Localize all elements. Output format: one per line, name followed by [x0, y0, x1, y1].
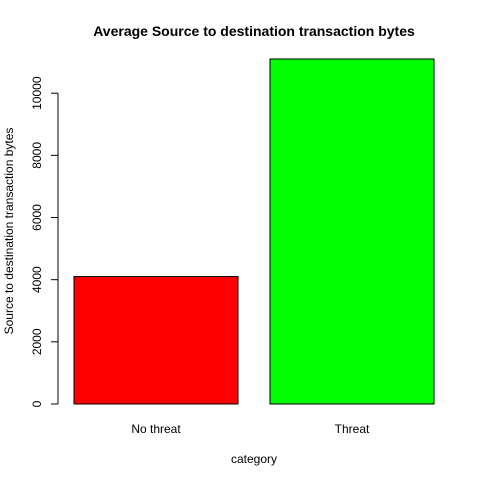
- y-tick-label: 2000: [30, 328, 44, 355]
- y-tick-label: 0: [30, 400, 44, 407]
- x-tick-labels: No threat Threat: [131, 422, 370, 436]
- y-tick-label: 4000: [30, 266, 44, 293]
- y-tick-label: 8000: [30, 142, 44, 169]
- x-tick-label: Threat: [335, 422, 370, 436]
- bar-no-threat: [73, 276, 239, 405]
- bars-group: [73, 58, 435, 405]
- bar-threat: [269, 58, 435, 405]
- y-axis: 0 2000 4000 6000 8000 10000: [30, 76, 59, 407]
- x-tick-label: No threat: [131, 422, 181, 436]
- chart-title: Average Source to destination transactio…: [93, 23, 415, 39]
- x-axis-label: category: [231, 452, 277, 466]
- y-axis-label: Source to destination transaction bytes: [2, 128, 16, 335]
- y-tick-label: 6000: [30, 204, 44, 231]
- y-tick-label: 10000: [30, 76, 44, 110]
